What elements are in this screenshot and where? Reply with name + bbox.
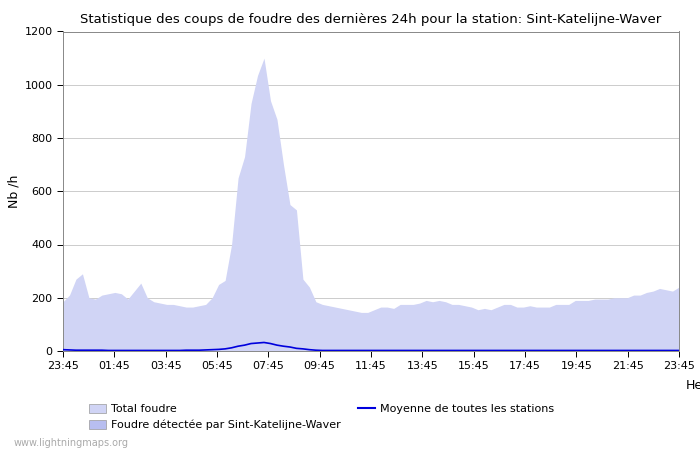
- Title: Statistique des coups de foudre des dernières 24h pour la station: Sint-Katelijn: Statistique des coups de foudre des dern…: [80, 13, 662, 26]
- Text: www.lightningmaps.org: www.lightningmaps.org: [14, 438, 129, 448]
- Legend: Total foudre, Foudre détectée par Sint-Katelijne-Waver, Moyenne de toutes les st: Total foudre, Foudre détectée par Sint-K…: [85, 400, 559, 435]
- Y-axis label: Nb /h: Nb /h: [7, 175, 20, 208]
- Text: Heure: Heure: [686, 379, 700, 392]
